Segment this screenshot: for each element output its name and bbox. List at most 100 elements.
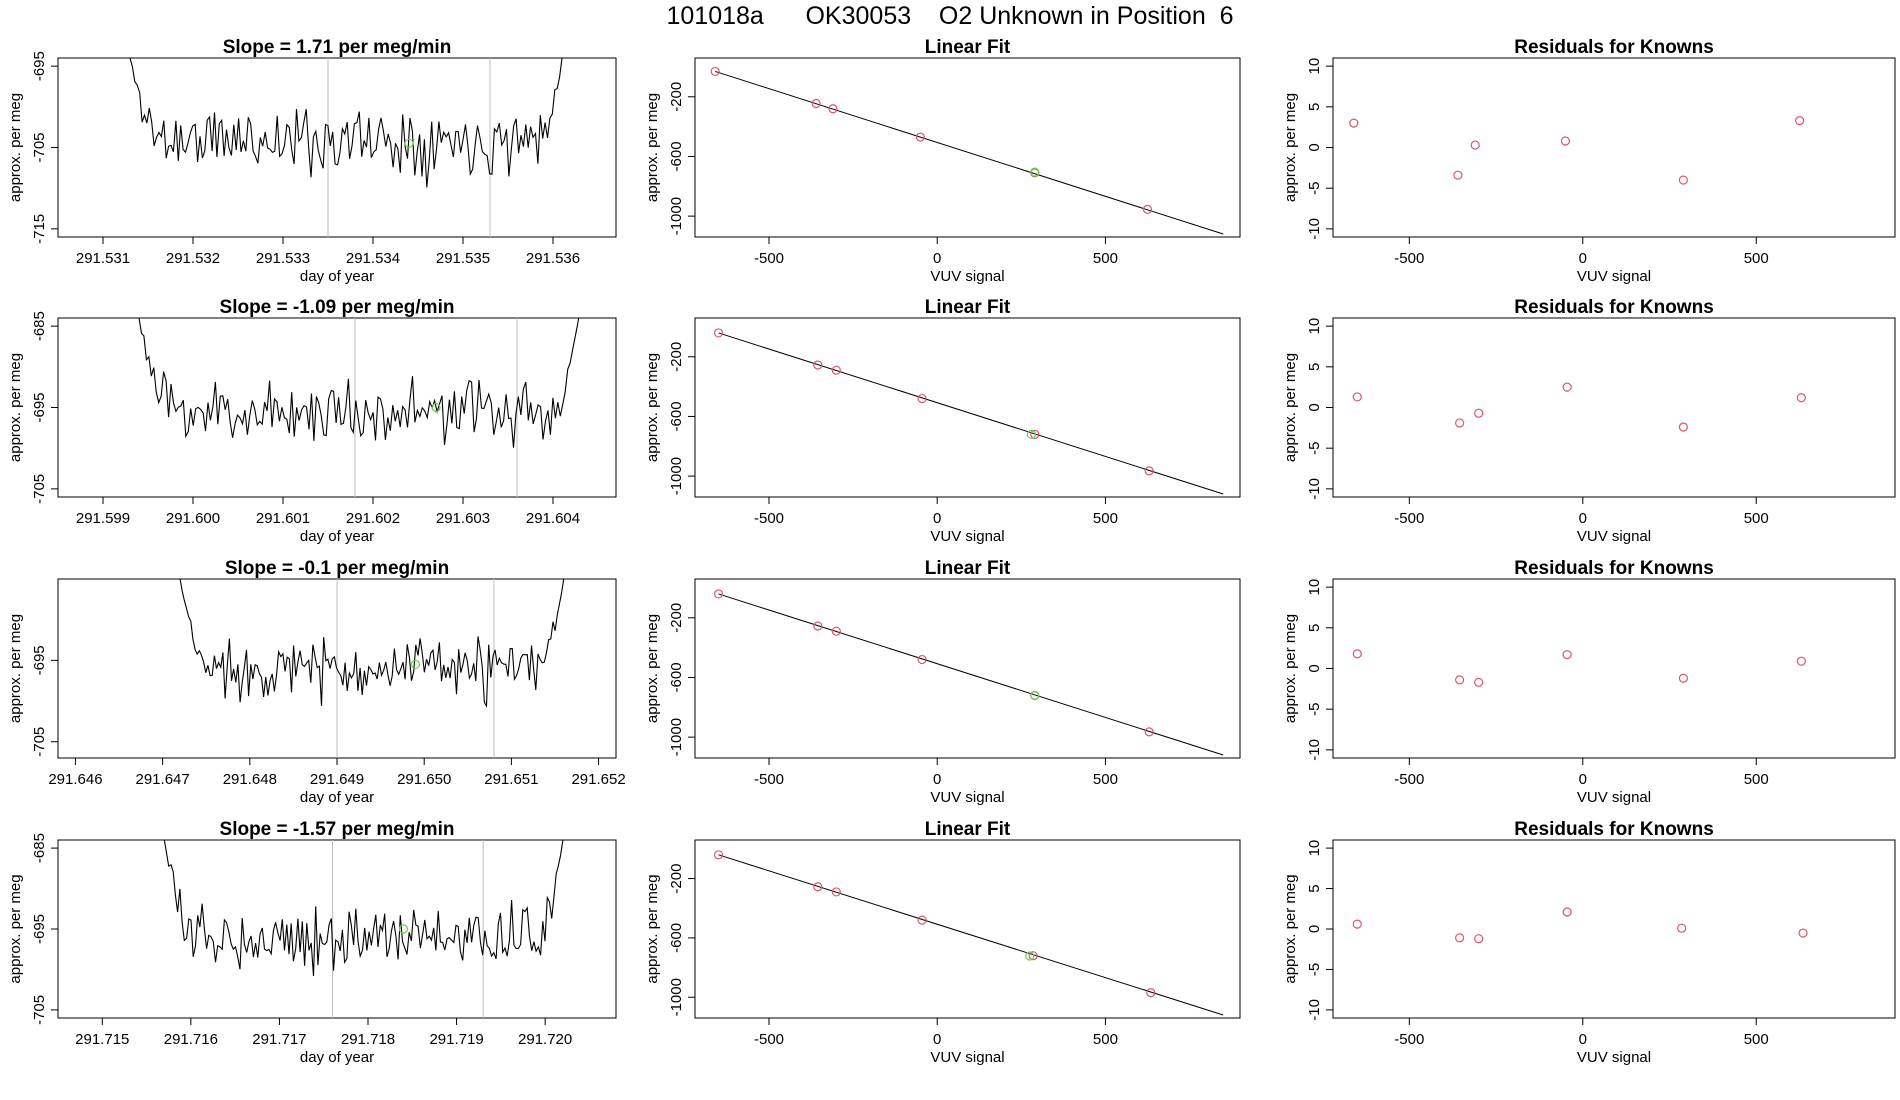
residuals-row-4-ytick-label: 0: [1306, 925, 1323, 933]
time-series-row-2-xtick-label: 291.599: [76, 510, 130, 527]
residuals-row-2-residual-point: [1474, 408, 1484, 418]
residuals-row-1-xtick-label: -500: [1394, 250, 1424, 267]
time-series-row-1-unknown-point: [404, 138, 414, 149]
time-series-row-3-xtick-label: 291.649: [310, 771, 364, 788]
residuals-row-2-residual-point: [1796, 393, 1806, 403]
residuals-row-2-residual-point: [1455, 418, 1465, 428]
time-series-row-3-ytick-label: -695: [31, 645, 48, 675]
linear-fit-row-2-xtick-label: -500: [754, 510, 784, 527]
residuals-row-1-residual-point: [1349, 118, 1359, 128]
residuals-row-1-residual-point: [1678, 175, 1688, 185]
residuals-row-1-residual-point: [1560, 136, 1571, 146]
time-series-row-2-xtick-label: 291.603: [436, 510, 490, 527]
linear-fit-row-3-known-point: [917, 654, 927, 665]
time-series-row-4-xlabel: day of year: [300, 1049, 374, 1066]
residuals-row-4-frame: [1332, 839, 1896, 1019]
linear-fit-row-2-known-point: [713, 328, 724, 338]
time-series-row-3-xtick-label: 291.647: [136, 771, 190, 788]
time-series-row-4-ylabel: approx. per meg: [7, 874, 24, 983]
residuals-row-1-xtick-label: 0: [1579, 250, 1587, 267]
time-series-row-1-ytick-label: -705: [31, 132, 48, 162]
time-series-row-2-xtick-label: 291.600: [166, 510, 220, 527]
time-series-row-2-ylabel: approx. per meg: [7, 353, 24, 462]
residuals-row-2-residual-point: [1678, 422, 1688, 432]
time-series-row-4-unknown-point: [398, 924, 409, 934]
linear-fit-row-3-ytick-label: -1000: [668, 718, 685, 756]
time-series-row-2-frame: [57, 317, 617, 498]
residuals-row-3-xtick-label: 500: [1744, 771, 1769, 788]
linear-fit-row-1-unknown-point: [1030, 167, 1040, 177]
residuals-row-4-residual-point: [1474, 934, 1484, 944]
residuals-row-2-xtick-label: 500: [1744, 510, 1769, 527]
time-series-row-3-series-line: [179, 579, 565, 709]
residuals-row-1-title: Residuals for Knowns: [1514, 37, 1714, 58]
time-series-row-1-title: Slope = 1.71 per meg/min: [223, 37, 452, 58]
residuals-row-3-xtick-label: -500: [1394, 771, 1424, 788]
time-series-row-4-xtick-label: 291.718: [341, 1031, 395, 1048]
residuals-row-3-frame: [1332, 578, 1896, 759]
residuals-row-2-residual-point: [1562, 382, 1572, 392]
residuals-row-3-ytick-label: -5: [1306, 703, 1323, 716]
time-series-row-2-xtick-label: 291.602: [346, 510, 400, 527]
linear-fit-row-3-known-point: [813, 621, 823, 631]
time-series-row-2-ytick-label: -705: [31, 474, 48, 504]
linear-fit-row-3-frame: [694, 578, 1241, 759]
time-series-row-3-xtick-label: 291.652: [571, 771, 625, 788]
time-series-row-1-xtick-label: 291.533: [256, 250, 310, 267]
time-series-row-4-ytick-label: -705: [31, 995, 48, 1025]
residuals-row-4-ytick-label: -10: [1306, 999, 1323, 1021]
time-series-row-3-xlabel: day of year: [300, 789, 374, 806]
residuals-row-3-title: Residuals for Knowns: [1514, 558, 1714, 579]
page-title: 101018a OK30053 O2 Unknown in Position 6: [666, 2, 1234, 30]
time-series-row-2-xlabel: day of year: [300, 528, 374, 545]
residuals-row-3-ylabel: approx. per meg: [1282, 614, 1299, 723]
residuals-row-1-ytick-label: 5: [1306, 103, 1323, 111]
linear-fit-row-3-xlabel: VUV signal: [930, 789, 1004, 806]
time-series-row-4-xtick-label: 291.719: [429, 1031, 483, 1048]
time-series-row-2-title: Slope = -1.09 per meg/min: [220, 297, 455, 318]
residuals-row-4-title: Residuals for Knowns: [1514, 819, 1714, 840]
residuals-row-2-xtick-label: 0: [1579, 510, 1587, 527]
linear-fit-row-1-xlabel: VUV signal: [930, 268, 1004, 285]
time-series-row-3-ylabel: approx. per meg: [7, 614, 24, 723]
residuals-row-4-ylabel: approx. per meg: [1282, 874, 1299, 983]
linear-fit-row-1-xtick-label: 500: [1093, 250, 1118, 267]
residuals-row-1-ytick-label: 10: [1306, 58, 1323, 75]
time-series-row-2-ytick-label: -695: [31, 392, 48, 422]
residuals-row-2-ytick-label: 5: [1306, 363, 1323, 371]
linear-fit-row-4-ytick-label: -1000: [668, 978, 685, 1016]
residuals-row-2-ytick-label: 0: [1306, 403, 1323, 411]
linear-fit-row-3-known-point: [713, 589, 724, 599]
residuals-row-4-residual-point: [1562, 907, 1572, 917]
residuals-row-3-xlabel: VUV signal: [1577, 789, 1651, 806]
residuals-row-3-ytick-label: 5: [1306, 624, 1323, 632]
linear-fit-row-4-xlabel: VUV signal: [930, 1049, 1004, 1066]
linear-fit-row-4-ylabel: approx. per meg: [644, 874, 661, 983]
linear-fit-row-3-ytick-label: -200: [668, 603, 685, 633]
linear-fit-row-2-ytick-label: -200: [668, 342, 685, 372]
time-series-row-1-xtick-label: 291.535: [436, 250, 490, 267]
linear-fit-row-2-title: Linear Fit: [925, 297, 1011, 318]
linear-fit-row-1-ytick-label: -1000: [668, 197, 685, 235]
linear-fit-row-2-known-point: [813, 360, 823, 370]
residuals-row-2-residual-point: [1352, 392, 1362, 402]
linear-fit-row-4-known-point: [831, 887, 841, 897]
residuals-row-3-residual-point: [1474, 677, 1484, 687]
residuals-row-1-residual-point: [1453, 170, 1463, 180]
linear-fit-row-4-known-point: [1146, 988, 1156, 998]
linear-fit-row-2-known-point: [1144, 466, 1154, 476]
residuals-row-4-ytick-label: -5: [1306, 963, 1323, 976]
linear-fit-row-4-known-point: [813, 882, 823, 892]
linear-fit-row-1-ytick-label: -200: [668, 82, 685, 112]
linear-fit-row-3-title: Linear Fit: [925, 558, 1011, 579]
residuals-row-2-ytick-label: -10: [1306, 478, 1323, 500]
residuals-row-2-ytick-label: -5: [1306, 442, 1323, 455]
residuals-row-2-ylabel: approx. per meg: [1282, 353, 1299, 462]
time-series-row-3-xtick-label: 291.648: [223, 771, 277, 788]
linear-fit-row-2-known-point: [917, 393, 927, 404]
linear-fit-row-4-fit-line: [718, 854, 1224, 1016]
linear-fit-row-2-ytick-label: -600: [668, 401, 685, 431]
linear-fit-row-2-xtick-label: 500: [1093, 510, 1118, 527]
residuals-row-4-ytick-label: 5: [1306, 884, 1323, 892]
